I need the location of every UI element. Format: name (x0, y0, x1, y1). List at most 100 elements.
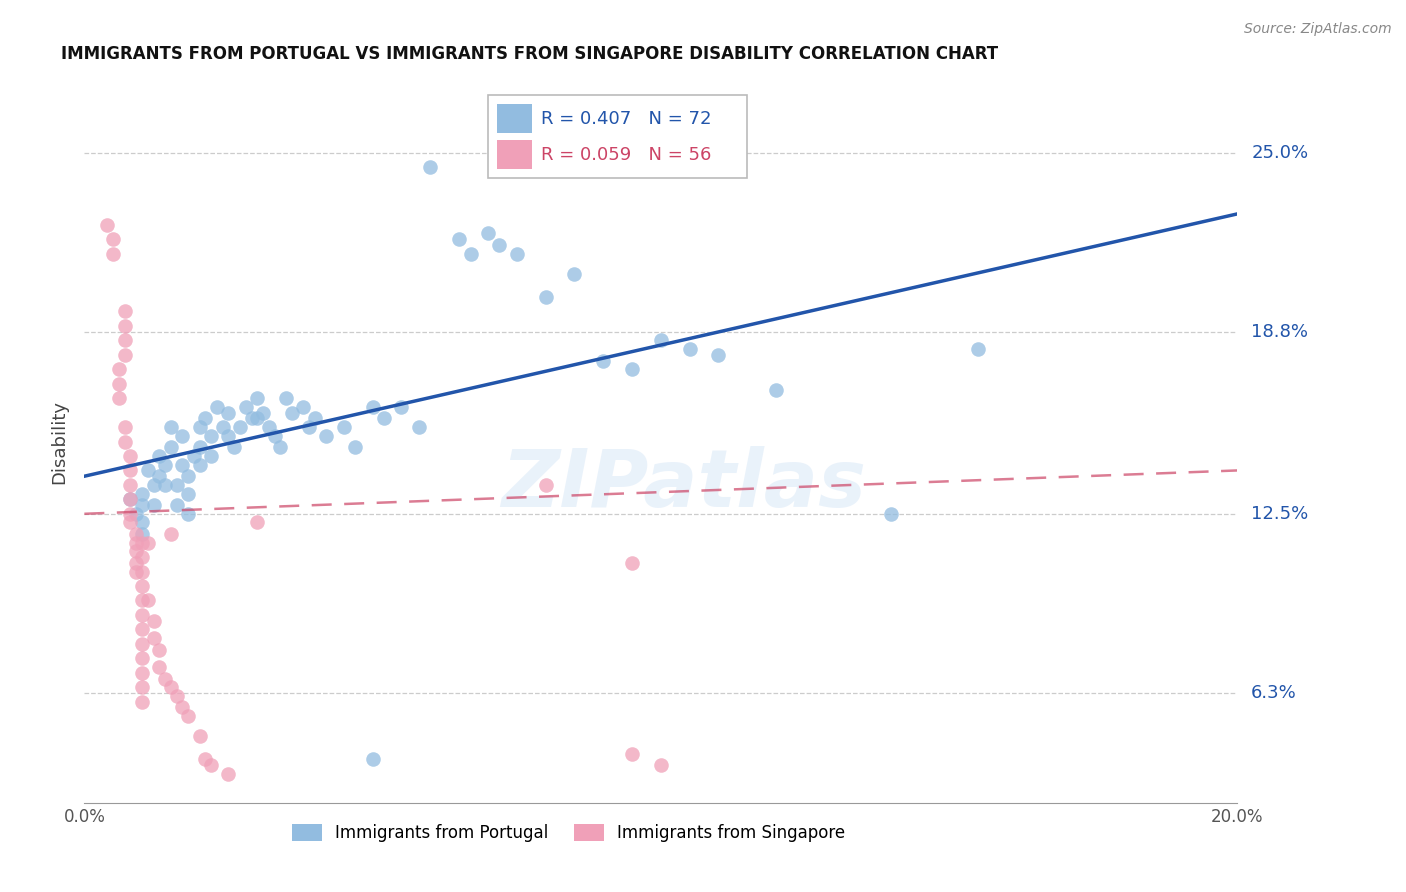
Point (142, 631, 165, 645)
Point (131, 695, 153, 709)
Point (131, 498, 153, 512)
FancyBboxPatch shape (498, 140, 531, 169)
Point (205, 400, 228, 414)
Point (120, 463, 142, 477)
Text: Source: ZipAtlas.com: Source: ZipAtlas.com (1244, 22, 1392, 37)
Point (200, 449, 222, 463)
Point (292, 400, 315, 414)
Point (188, 458, 211, 472)
Point (408, 420, 430, 434)
Point (108, 376, 131, 391)
Point (125, 535, 148, 549)
Point (449, 232, 471, 246)
Point (108, 362, 131, 376)
Point (188, 729, 211, 743)
Point (125, 544, 148, 558)
Point (218, 406, 240, 420)
Point (263, 429, 285, 443)
Point (148, 469, 170, 483)
Point (153, 478, 176, 492)
Point (172, 700, 194, 714)
Point (131, 637, 153, 651)
Point (136, 535, 159, 549)
Point (361, 400, 384, 414)
Point (621, 747, 644, 761)
Point (281, 406, 304, 420)
Point (246, 411, 269, 425)
Point (707, 348, 730, 362)
Text: 25.0%: 25.0% (1251, 144, 1309, 161)
Point (114, 420, 136, 434)
Point (246, 391, 269, 405)
Point (160, 440, 183, 454)
Point (131, 680, 153, 694)
Point (679, 342, 702, 356)
Point (131, 579, 153, 593)
Point (592, 353, 614, 368)
Point (235, 400, 257, 414)
Point (114, 334, 136, 348)
FancyBboxPatch shape (498, 104, 531, 133)
Point (131, 623, 153, 637)
FancyBboxPatch shape (488, 95, 748, 178)
Point (131, 550, 153, 565)
Point (142, 614, 165, 628)
Point (460, 246, 482, 260)
Point (142, 478, 165, 492)
Point (361, 752, 384, 766)
Point (148, 642, 170, 657)
Point (166, 498, 188, 512)
Text: R = 0.059   N = 56: R = 0.059 N = 56 (541, 145, 711, 164)
Point (96, 218, 118, 232)
Point (211, 420, 233, 434)
Text: 18.8%: 18.8% (1251, 323, 1308, 341)
Point (131, 486, 153, 500)
Point (103, 246, 124, 260)
Text: ZIPatlas: ZIPatlas (502, 446, 866, 524)
Point (148, 660, 170, 674)
Text: 6.3%: 6.3% (1251, 684, 1296, 702)
Point (194, 752, 217, 766)
Point (120, 516, 142, 530)
Point (188, 440, 211, 454)
Point (114, 318, 136, 333)
Point (136, 593, 159, 607)
Point (177, 709, 200, 723)
Point (967, 342, 990, 356)
Point (298, 420, 321, 434)
Point (564, 267, 586, 281)
Point (136, 463, 159, 477)
Point (419, 160, 441, 174)
Point (229, 420, 252, 434)
Point (477, 227, 499, 241)
Point (200, 429, 222, 443)
Y-axis label: Disability: Disability (51, 400, 69, 483)
Point (650, 758, 672, 772)
Point (269, 440, 291, 454)
Point (131, 665, 153, 680)
Point (650, 334, 672, 348)
Point (172, 458, 194, 472)
Point (131, 527, 153, 541)
Point (125, 565, 148, 579)
Point (391, 400, 413, 414)
Point (114, 304, 136, 318)
Point (131, 651, 153, 665)
Point (153, 672, 176, 686)
Point (153, 458, 176, 472)
Point (172, 429, 194, 443)
Point (621, 362, 644, 376)
Point (131, 593, 153, 607)
Point (218, 767, 240, 781)
Point (160, 680, 183, 694)
Point (880, 507, 903, 521)
Text: IMMIGRANTS FROM PORTUGAL VS IMMIGRANTS FROM SINGAPORE DISABILITY CORRELATION CHA: IMMIGRANTS FROM PORTUGAL VS IMMIGRANTS F… (62, 45, 998, 63)
Point (534, 478, 557, 492)
Point (131, 607, 153, 622)
Point (194, 411, 217, 425)
Point (177, 469, 200, 483)
Point (114, 434, 136, 449)
Point (246, 516, 269, 530)
Point (177, 507, 200, 521)
Point (148, 449, 170, 463)
